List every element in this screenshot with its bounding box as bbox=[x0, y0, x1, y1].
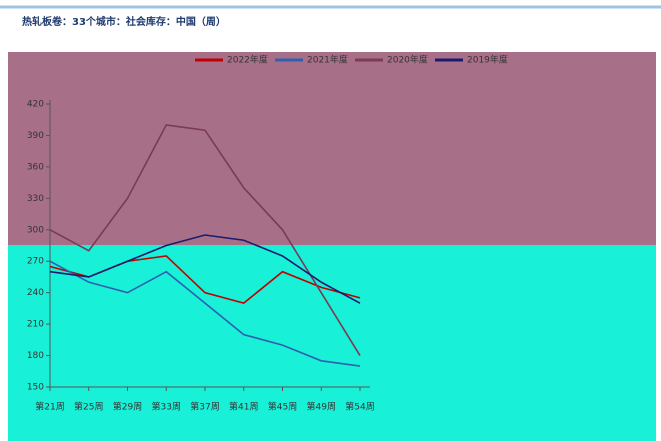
x-tick-label: 第54周 bbox=[345, 401, 374, 413]
y-tick-label: 210 bbox=[27, 320, 44, 330]
series-line bbox=[49, 234, 361, 304]
chart-title: 热轧板卷：33个城市：社会库存：中国（周） bbox=[22, 15, 226, 28]
legend-label: 2021年度 bbox=[307, 54, 348, 66]
series-line bbox=[49, 260, 361, 367]
x-tick-label: 第25周 bbox=[74, 401, 103, 413]
x-tick-label: 第49周 bbox=[307, 401, 336, 413]
x-tick-label: 第45周 bbox=[268, 401, 297, 413]
y-tick-label: 420 bbox=[27, 100, 44, 110]
legend-label: 2019年度 bbox=[467, 54, 508, 66]
x-tick-label: 第33周 bbox=[152, 401, 181, 413]
legend-label: 2020年度 bbox=[387, 54, 428, 66]
y-tick-label: 390 bbox=[27, 131, 44, 141]
x-tick-label: 第21周 bbox=[35, 401, 64, 413]
y-tick-label: 180 bbox=[27, 351, 44, 361]
legend-label: 2022年度 bbox=[227, 54, 268, 66]
legend: 2022年度 2021年度 2020年度 2019年度 bbox=[195, 54, 508, 66]
y-tick-label: 270 bbox=[27, 257, 44, 267]
plot-background bbox=[8, 245, 656, 441]
series-line bbox=[49, 124, 361, 356]
x-tick-label: 第37周 bbox=[190, 401, 219, 413]
y-tick-label: 330 bbox=[27, 194, 44, 204]
plot-background bbox=[8, 52, 656, 245]
x-tick-label: 第29周 bbox=[113, 401, 142, 413]
y-tick-label: 240 bbox=[27, 288, 44, 298]
y-tick-label: 300 bbox=[27, 225, 44, 235]
x-tick-label: 第41周 bbox=[229, 401, 258, 413]
y-tick-label: 360 bbox=[27, 162, 44, 172]
y-tick-label: 150 bbox=[27, 383, 44, 393]
